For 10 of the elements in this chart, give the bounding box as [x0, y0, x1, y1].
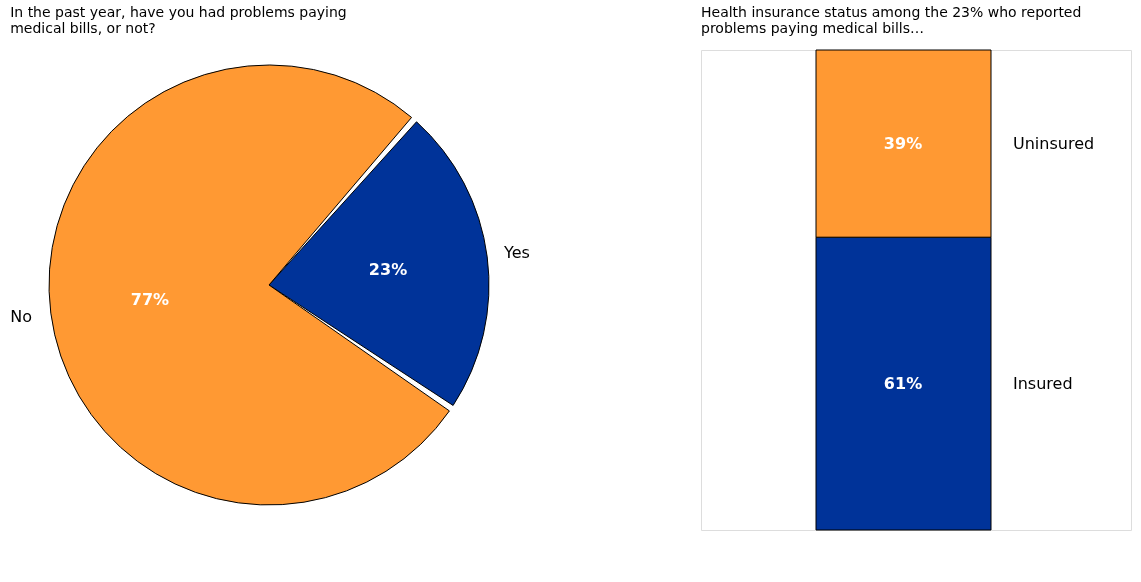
- data-label: 39%: [883, 133, 923, 153]
- chart-title: In the past year, have you had problems paying medical bills, or not?: [10, 4, 347, 36]
- chart-title: Health insurance status among the 23% who reported problems paying medical bills…: [701, 3, 1082, 36]
- data-label: 61%: [883, 373, 923, 393]
- slice-label: No: [10, 306, 32, 326]
- slice-label: Yes: [503, 243, 530, 263]
- data-label: 77%: [130, 290, 170, 310]
- data-label: 23%: [368, 259, 408, 279]
- series-label: Insured: [1013, 373, 1073, 393]
- series-label: Uninsured: [1013, 133, 1095, 153]
